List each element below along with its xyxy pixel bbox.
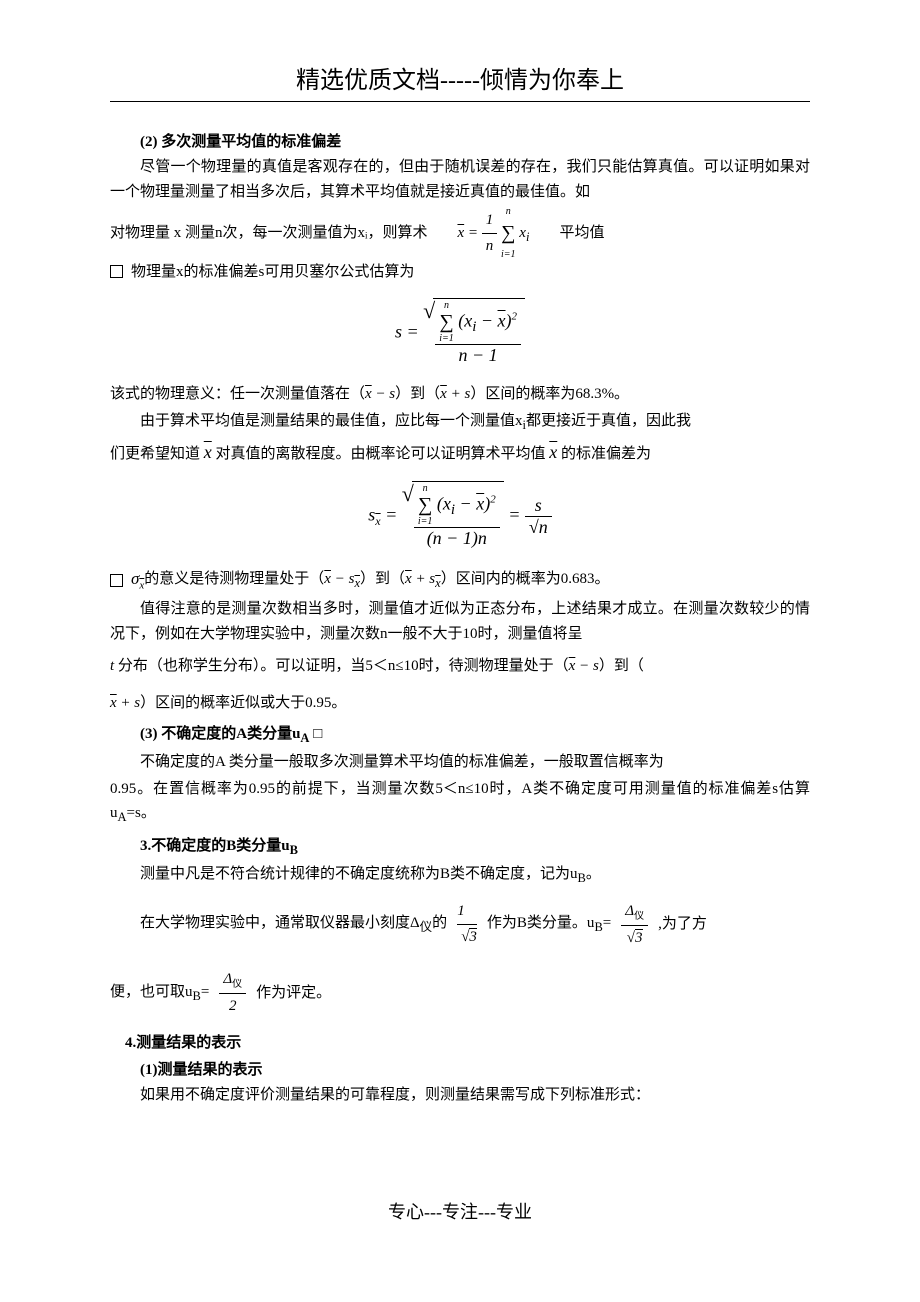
paragraph-7: 测量中凡是不符合统计规律的不确定度统称为B类不确定度，记为uB。	[110, 862, 810, 889]
frac-1-sqrt3: 1√3	[457, 899, 477, 950]
p1b-right: 平均值	[559, 221, 604, 246]
paragraph-5: 值得注意的是测量次数相当多时，测量值才近似为正态分布，上述结果才成立。在测量次数…	[110, 597, 810, 647]
heading-2-3: 3.不确定度的B类分量uB	[110, 834, 810, 858]
paragraph-2: 该式的物理意义：任一次测量值落在（x − s）到（x + s）区间的概率为68.…	[110, 382, 810, 407]
paragraph-6: 不确定度的A 类分量一般取多次测量算术平均值的标准偏差，一般取置信概率为	[110, 750, 810, 775]
formula-sxbar: sx = √ n ∑ i=1 (xi − x)2 (n − 1)n = s √n	[110, 481, 810, 551]
heading-2-2: (3) 不确定度的A类分量uA □	[110, 722, 810, 746]
page-footer: 专心---专注---专业	[110, 1198, 810, 1224]
p9-left: 便，也可取uB=	[110, 980, 209, 1007]
p8-right: ,为了方	[658, 912, 707, 937]
paragraph-3: 由于算术平均值是测量结果的最佳值，应比每一个测量值xi都更接近于真值，因此我	[110, 409, 810, 436]
formula-s: s = √ n ∑ i=1 (xi − x)2 n − 1	[110, 298, 810, 368]
paragraph-3b: 们更希望知道 x 对真值的离散程度。由概率论可以证明算术平均值 x 的标准偏差为	[110, 438, 810, 468]
paragraph-1c-line: 物理量x的标准偏差s可用贝塞尔公式估算为	[110, 260, 810, 285]
box-icon	[110, 574, 123, 587]
formula-xbar: x = 1n n ∑ i=1 xi	[457, 207, 529, 260]
frac-delta-2: Δ仪2	[219, 967, 246, 1019]
paragraph-10: 如果用不确定度评价测量结果的可靠程度，则测量结果需写成下列标准形式：	[110, 1083, 810, 1108]
heading-2-1: (2) 多次测量平均值的标准偏差	[110, 130, 810, 151]
heading-2-4: 4.测量结果的表示	[110, 1031, 810, 1052]
paragraph-8-line: 在大学物理实验中，通常取仪器最小刻度Δ仪的 1√3 作为B类分量。uB= Δ仪√…	[110, 899, 810, 951]
paragraph-1: 尽管一个物理量的真值是客观存在的，但由于随机误差的存在，我们只能估算真值。可以证…	[110, 155, 810, 205]
paragraph-4-line: σx 的意义是待测物理量处于（x − sx）到（x + sx）区间内的概率为0.…	[110, 565, 810, 595]
document-page: 精选优质文档-----倾情为你奉上 (2) 多次测量平均值的标准偏差 尽管一个物…	[0, 0, 920, 1264]
box-icon	[110, 265, 123, 278]
paragraph-1b-line: 对物理量 x 测量n次，每一次测量值为xᵢ，则算术 x = 1n n ∑ i=1…	[110, 207, 810, 260]
p1c: 物理量x的标准偏差s可用贝塞尔公式估算为	[131, 260, 414, 285]
p9-right: 作为评定。	[256, 981, 331, 1006]
paragraph-9-line: 便，也可取uB= Δ仪2 作为评定。	[110, 967, 810, 1019]
paragraph-6b: 0.95。在置信概率为0.95的前提下，当测量次数5＜n≤10时，A类不确定度可…	[110, 777, 810, 828]
p1b-left: 对物理量 x 测量n次，每一次测量值为xᵢ，则算术	[110, 221, 427, 246]
p8-mid: 作为B类分量。uB=	[487, 911, 611, 938]
p8-left: 在大学物理实验中，通常取仪器最小刻度Δ仪的	[140, 911, 447, 938]
paragraph-5c: x + s）区间的概率近似或大于0.95。	[110, 691, 810, 716]
heading-3-4-1: (1)测量结果的表示	[110, 1058, 810, 1079]
frac-delta-sqrt3: Δ仪√3	[621, 899, 648, 951]
p4-text: 的意义是待测物理量处于（x − sx）到（x + sx）区间内的概率为0.683…	[144, 567, 609, 594]
page-header: 精选优质文档-----倾情为你奉上	[110, 60, 810, 102]
paragraph-5b: t 分布（也称学生分布）。可以证明，当5＜n≤10时，待测物理量处于（x − s…	[110, 654, 810, 679]
